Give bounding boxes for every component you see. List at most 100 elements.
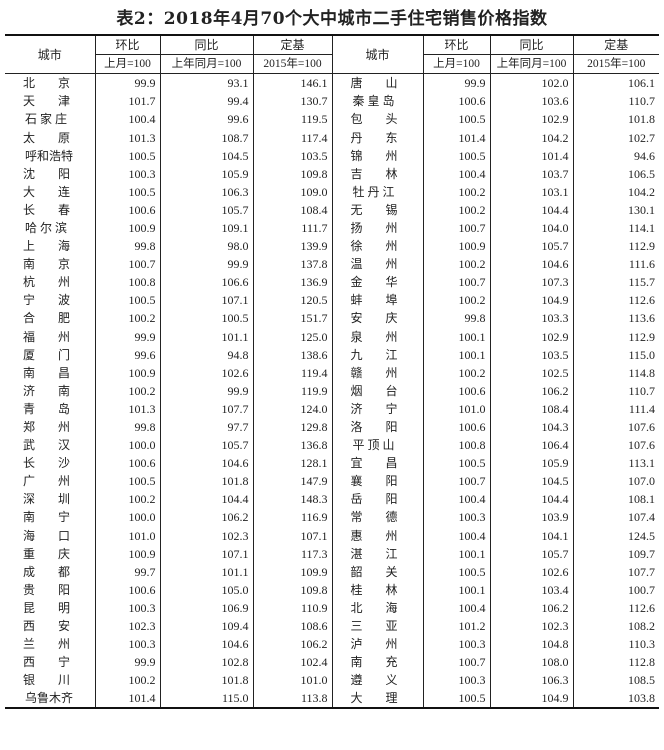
city-name: 沈阳 <box>23 166 71 181</box>
right-yoy-value: 106.4 <box>489 436 573 455</box>
right-base-value: 108.2 <box>572 617 659 636</box>
left-yoy-value: 101.8 <box>159 472 253 491</box>
left-yoy-value: 99.9 <box>159 255 253 274</box>
right-mom-value: 100.2 <box>422 363 490 382</box>
city-name: 武汉 <box>23 438 71 453</box>
city-name: 乌鲁木齐 <box>25 691 74 706</box>
header-row: 城市 环比 同比 定基 城市 环比 同比 定基 <box>5 35 659 75</box>
right-mom-value: 100.4 <box>422 490 490 509</box>
left-yoy-value: 102.6 <box>159 363 253 382</box>
right-mom-value: 100.5 <box>422 562 490 581</box>
city-name: 济南 <box>23 383 71 398</box>
right-yoy-value: 103.1 <box>489 182 573 201</box>
right-yoy-value: 104.4 <box>489 200 573 219</box>
left-city-cell: 杭州 <box>5 273 95 291</box>
right-mom-value: 100.4 <box>422 598 490 617</box>
left-city-cell: 呼和浩特 <box>5 147 95 165</box>
right-base-value: 112.9 <box>572 237 659 256</box>
left-city-cell: 乌鲁木齐 <box>5 689 95 708</box>
right-base-value: 114.1 <box>572 218 659 238</box>
left-mom-value: 100.3 <box>94 598 160 617</box>
right-base-value: 115.7 <box>572 273 659 292</box>
table-body: 北京 99.9 93.1 146.1 唐山 99.9 102.0 106.1 天津 101.7 99… <box>5 73 659 709</box>
right-city-cell: 常德 <box>331 508 423 527</box>
right-mom-value: 100.9 <box>422 237 490 256</box>
right-mom-value: 100.4 <box>422 164 490 183</box>
left-mom-value: 101.4 <box>94 689 160 709</box>
table-row: 合肥 100.2 100.5 151.7 安庆 99.8 103.3 113.6 <box>5 309 659 328</box>
city-name: 湛江 <box>350 546 399 561</box>
left-base-value: 109.8 <box>252 164 332 183</box>
left-yoy-value: 99.4 <box>159 92 253 111</box>
left-city-cell: 合肥 <box>5 309 95 327</box>
city-name: 牡丹江 <box>352 184 398 199</box>
right-city-cell: 蚌埠 <box>331 291 423 310</box>
table-row: 杭州 100.8 106.6 136.9 金华 100.7 107.3 115.7 <box>5 273 659 292</box>
right-base-value: 112.6 <box>572 291 659 310</box>
right-base-value: 111.6 <box>572 255 659 274</box>
right-mom-value: 100.8 <box>422 436 490 455</box>
right-yoy-value: 102.9 <box>489 327 573 346</box>
left-base-value: 110.9 <box>252 598 332 617</box>
city-name: 贵阳 <box>23 582 71 597</box>
right-mom-value: 100.7 <box>422 653 490 672</box>
left-base-value: 148.3 <box>252 490 332 509</box>
city-name: 三亚 <box>350 619 399 634</box>
left-yoy-value: 106.3 <box>159 182 253 201</box>
right-yoy-value: 102.6 <box>489 562 573 581</box>
right-mom-value: 100.5 <box>422 689 490 709</box>
right-yoy-value: 104.0 <box>489 218 573 238</box>
left-mom-value: 100.2 <box>94 671 160 690</box>
city-name: 泉州 <box>350 329 399 344</box>
right-yoy-value: 106.2 <box>489 598 573 617</box>
left-yoy-value: 108.7 <box>159 128 253 147</box>
left-mom-value: 101.7 <box>94 92 160 111</box>
right-yoy-value: 101.4 <box>489 146 573 165</box>
table-row: 上海 99.8 98.0 139.9 徐州 100.9 105.7 112.9 <box>5 237 659 256</box>
left-city-cell: 武汉 <box>5 436 95 454</box>
left-city-cell: 西安 <box>5 617 95 635</box>
city-name: 南宁 <box>23 510 71 525</box>
right-city-cell: 三亚 <box>331 617 423 636</box>
left-city-cell: 北京 <box>5 74 95 93</box>
city-name: 襄阳 <box>350 474 399 489</box>
city-name: 北京 <box>23 76 71 91</box>
right-city-cell: 襄阳 <box>331 472 423 491</box>
left-mom-value: 100.5 <box>94 146 160 165</box>
left-city-cell: 南京 <box>5 255 95 273</box>
city-name: 常德 <box>350 510 399 525</box>
city-name: 成都 <box>23 564 71 579</box>
right-city-cell: 洛阳 <box>331 417 423 437</box>
city-name: 无锡 <box>350 202 399 217</box>
city-name: 宁波 <box>23 293 71 308</box>
right-city-cell: 吉林 <box>331 164 423 183</box>
left-yoy-value: 107.1 <box>159 291 253 310</box>
left-yoy-value: 93.1 <box>159 73 253 93</box>
right-base-value: 109.7 <box>572 544 659 563</box>
right-yoy-value: 103.3 <box>489 309 573 328</box>
city-name: 天津 <box>23 94 71 109</box>
left-mom-value: 99.9 <box>94 73 160 93</box>
right-mom-value: 99.8 <box>422 309 490 328</box>
left-yoy-value: 107.1 <box>159 544 253 563</box>
right-yoy-value: 104.9 <box>489 689 573 709</box>
left-yoy-value: 115.0 <box>159 689 253 709</box>
table-row: 重庆 100.9 107.1 117.3 湛江 100.1 105.7 109.7 <box>5 544 659 563</box>
left-base-value: 147.9 <box>252 472 332 491</box>
table-row: 西安 102.3 109.4 108.6 三亚 101.2 102.3 108.2 <box>5 617 659 636</box>
left-yoy-value: 97.7 <box>159 417 253 437</box>
left-city-cell: 昆明 <box>5 599 95 617</box>
left-yoy-value: 105.0 <box>159 580 253 599</box>
right-mom-value: 100.7 <box>422 472 490 491</box>
table-row: 西宁 99.9 102.8 102.4 南充 100.7 108.0 112.8 <box>5 653 659 672</box>
table-row: 天津 101.7 99.4 130.7 秦皇岛 100.6 103.6 110.7 <box>5 92 659 111</box>
right-yoy-value: 104.4 <box>489 490 573 509</box>
right-mom-value: 100.6 <box>422 381 490 400</box>
table-row: 沈阳 100.3 105.9 109.8 吉林 100.4 103.7 106.5 <box>5 164 659 183</box>
city-name: 福州 <box>23 329 71 344</box>
city-name: 赣州 <box>350 365 399 380</box>
right-base-value: 113.6 <box>572 309 659 328</box>
left-yoy-value: 109.1 <box>159 218 253 238</box>
right-base-value: 110.7 <box>572 92 659 111</box>
city-name: 昆明 <box>23 600 71 615</box>
